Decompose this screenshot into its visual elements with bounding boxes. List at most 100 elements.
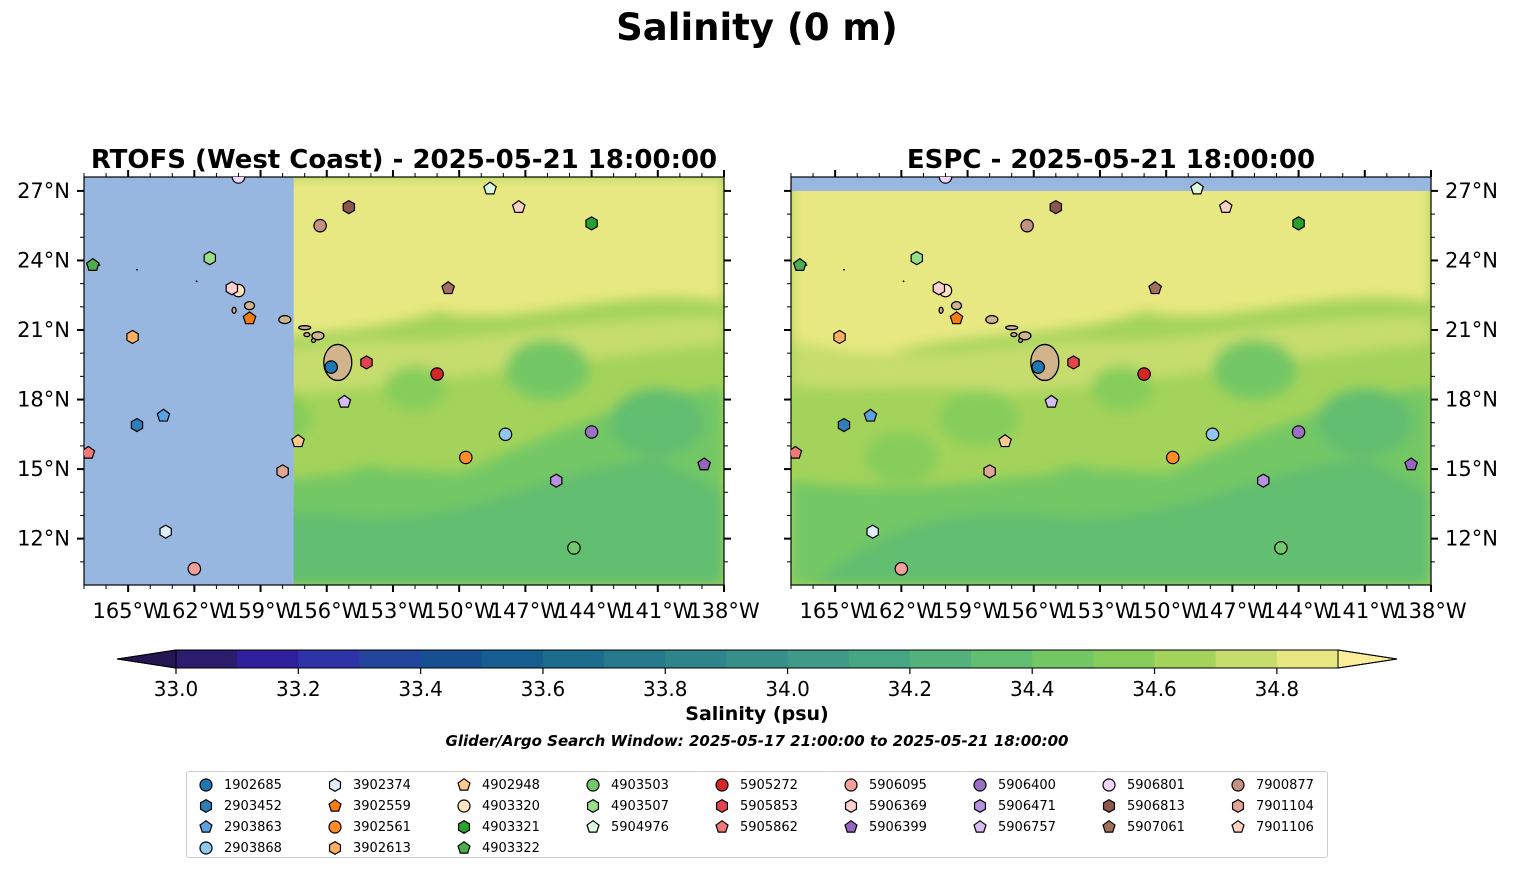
legend-label: 4903322 bbox=[482, 840, 540, 856]
legend-item-5905272: 5905272 bbox=[713, 776, 798, 794]
x-tick-label: 156°W bbox=[291, 599, 363, 623]
float-marker-3902613 bbox=[126, 329, 139, 345]
float-marker-5905853 bbox=[360, 355, 373, 370]
float-marker-5904976 bbox=[483, 181, 497, 195]
float-marker-7901106 bbox=[1218, 199, 1233, 213]
legend-label: 5905272 bbox=[740, 777, 798, 793]
legend-label: 7900877 bbox=[1256, 777, 1314, 793]
colorbar-bin bbox=[298, 650, 361, 668]
float-marker-2903863 bbox=[156, 408, 171, 422]
legend-label: 5906400 bbox=[998, 777, 1056, 793]
y-tick-label: 21°N bbox=[1445, 318, 1498, 342]
legend-label: 3902374 bbox=[353, 777, 411, 793]
legend-label: 5906757 bbox=[998, 819, 1056, 835]
legend-item-5907061: 5907061 bbox=[1100, 818, 1185, 836]
colorbar-tick-label: 33.0 bbox=[154, 677, 199, 701]
float-marker-3902559 bbox=[949, 311, 964, 325]
colorbar-bin bbox=[1215, 650, 1278, 668]
search-window-note: Glider/Argo Search Window: 2025-05-17 21… bbox=[445, 732, 1069, 750]
x-tick-label: 165°W bbox=[799, 599, 871, 623]
x-tick-label: 138°W bbox=[1395, 599, 1467, 623]
legend-label: 5907061 bbox=[1127, 819, 1185, 835]
x-tick-label: 165°W bbox=[92, 599, 164, 623]
float-marker-2903863 bbox=[863, 408, 878, 422]
float-marker-5906813 bbox=[1049, 199, 1063, 215]
legend-item-4903320: 4903320 bbox=[455, 797, 540, 815]
legend-item-3902559: 3902559 bbox=[326, 797, 411, 815]
legend-item-4903507: 4903507 bbox=[584, 797, 669, 815]
float-marker-5906757 bbox=[1044, 394, 1059, 408]
circle-marker-icon bbox=[199, 778, 213, 792]
float-marker-4902948 bbox=[291, 434, 305, 448]
y-tick-label: 15°N bbox=[1445, 457, 1498, 481]
float-marker-2903868 bbox=[498, 427, 513, 442]
colorbar-bin bbox=[971, 650, 1033, 668]
legend-item-3902374: 3902374 bbox=[326, 776, 411, 794]
legend-item-4903322: 4903322 bbox=[455, 839, 540, 857]
legend-label: 5906471 bbox=[998, 798, 1056, 814]
figure-title: Salinity (0 m) bbox=[616, 6, 898, 49]
legend-label: 7901104 bbox=[1256, 798, 1314, 814]
colorbar-tick-label: 34.2 bbox=[888, 677, 933, 701]
x-tick-label: 150°W bbox=[423, 599, 495, 623]
colorbar-label: Salinity (psu) bbox=[685, 703, 829, 725]
circle-marker-icon bbox=[844, 778, 858, 792]
y-tick-label: 27°N bbox=[1445, 179, 1498, 203]
legend-label: 5906399 bbox=[869, 819, 927, 835]
x-tick-label: 159°W bbox=[225, 599, 297, 623]
float-marker-5906813 bbox=[342, 199, 356, 215]
float-marker-3902613 bbox=[833, 329, 846, 345]
hexagon-marker-icon bbox=[715, 799, 729, 813]
rtofs-panel: RTOFS (West Coast) - 2025-05-21 18:00:00… bbox=[17, 145, 760, 623]
float-marker-4903507 bbox=[910, 250, 924, 266]
circle-marker-icon bbox=[973, 778, 987, 792]
float-marker-4903322 bbox=[792, 257, 807, 271]
colorbar-bin bbox=[420, 650, 483, 668]
y-tick-label: 18°N bbox=[1445, 388, 1498, 412]
colorbar-bin bbox=[542, 650, 605, 668]
hexagon-marker-icon bbox=[328, 778, 342, 792]
legend-label: 5904976 bbox=[611, 819, 669, 835]
legend-item-5906813: 5906813 bbox=[1100, 797, 1185, 815]
colorbar-bin bbox=[1154, 650, 1217, 668]
float-marker-5906801 bbox=[231, 177, 246, 184]
float-legend: 1902685 2903452 2903863 2903868 3902374 39025… bbox=[186, 771, 1328, 858]
pentagon-marker-icon bbox=[1102, 819, 1116, 833]
legend-item-5905862: 5905862 bbox=[713, 818, 798, 836]
y-tick-label: 12°N bbox=[1445, 527, 1498, 551]
legend-item-3902613: 3902613 bbox=[326, 839, 411, 857]
legend-label: 4902948 bbox=[482, 777, 540, 793]
hexagon-marker-icon bbox=[457, 820, 471, 834]
no-data-region bbox=[791, 177, 1431, 191]
legend-item-7901104: 7901104 bbox=[1229, 797, 1314, 815]
float-marker-5906369 bbox=[225, 281, 239, 296]
legend-item-2903863: 2903863 bbox=[197, 818, 282, 836]
float-marker-5906471 bbox=[550, 473, 563, 488]
y-tick-label: 21°N bbox=[17, 318, 70, 342]
legend-label: 4903320 bbox=[482, 798, 540, 814]
colorbar-bin bbox=[237, 650, 299, 668]
legend-item-5906400: 5906400 bbox=[971, 776, 1056, 794]
float-marker-5906399 bbox=[1404, 457, 1419, 471]
colorbar-tick-label: 33.4 bbox=[398, 677, 443, 701]
float-marker-5905862 bbox=[84, 445, 96, 459]
legend-item-5904976: 5904976 bbox=[584, 818, 669, 836]
colorbar-bin bbox=[787, 650, 850, 668]
legend-label: 5905853 bbox=[740, 798, 798, 814]
no-data-region bbox=[84, 177, 294, 585]
float-marker-7901106 bbox=[511, 199, 526, 213]
circle-marker-icon bbox=[1231, 778, 1245, 792]
float-marker-1902685 bbox=[324, 360, 338, 374]
legend-item-2903452: 2903452 bbox=[197, 797, 282, 815]
legend-label: 2903868 bbox=[224, 840, 282, 856]
hexagon-marker-icon bbox=[328, 841, 342, 855]
colorbar-bin bbox=[665, 650, 728, 668]
pentagon-marker-icon bbox=[328, 798, 342, 812]
pentagon-marker-icon bbox=[199, 819, 213, 833]
float-marker-1902685 bbox=[1031, 360, 1045, 374]
x-tick-label: 153°W bbox=[1064, 599, 1136, 623]
pentagon-marker-icon bbox=[844, 819, 858, 833]
legend-label: 7901106 bbox=[1256, 819, 1314, 835]
pentagon-marker-icon bbox=[457, 777, 471, 791]
float-marker-2903452 bbox=[837, 417, 851, 433]
